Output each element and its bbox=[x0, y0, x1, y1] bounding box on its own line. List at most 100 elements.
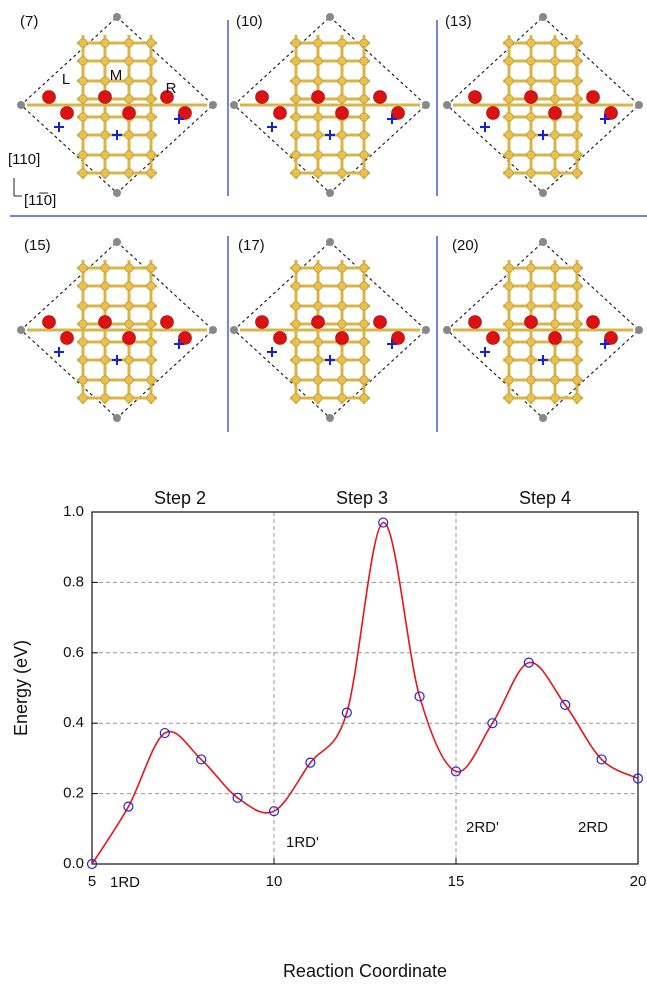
y-axis-label: Energy (eV) bbox=[11, 640, 31, 736]
atom bbox=[313, 281, 323, 291]
atom bbox=[337, 168, 347, 178]
panel-label: (10) bbox=[236, 13, 263, 30]
data-point bbox=[86, 858, 98, 870]
direction-label: [110] bbox=[8, 151, 40, 168]
data-point bbox=[450, 766, 462, 777]
atom bbox=[78, 150, 88, 160]
atom bbox=[539, 414, 547, 422]
atom bbox=[524, 315, 538, 329]
atom bbox=[504, 112, 514, 122]
atom bbox=[359, 393, 369, 403]
atom bbox=[391, 106, 405, 120]
atom bbox=[337, 38, 347, 48]
atom bbox=[572, 130, 582, 140]
atom bbox=[146, 76, 156, 86]
atom bbox=[313, 130, 323, 140]
atom bbox=[504, 375, 514, 385]
panel-label: (15) bbox=[24, 237, 51, 254]
atom bbox=[78, 76, 88, 86]
atom bbox=[124, 94, 134, 104]
atom bbox=[124, 319, 134, 329]
atom bbox=[337, 355, 347, 365]
atom bbox=[42, 90, 56, 104]
atom bbox=[291, 375, 301, 385]
atom bbox=[313, 56, 323, 66]
x-tick-label: 10 bbox=[266, 873, 283, 890]
atom bbox=[78, 38, 88, 48]
atom bbox=[443, 101, 451, 109]
atom bbox=[550, 393, 560, 403]
atom bbox=[291, 393, 301, 403]
atom bbox=[113, 13, 121, 21]
atom bbox=[550, 130, 560, 140]
atom bbox=[468, 315, 482, 329]
atom bbox=[311, 90, 325, 104]
atom bbox=[359, 168, 369, 178]
atom bbox=[359, 94, 369, 104]
atom bbox=[255, 90, 269, 104]
data-point bbox=[378, 517, 389, 528]
atom bbox=[78, 355, 88, 365]
atom bbox=[291, 337, 301, 347]
atom bbox=[504, 301, 514, 311]
data-point bbox=[268, 806, 280, 817]
atom bbox=[359, 375, 369, 385]
atom bbox=[100, 281, 110, 291]
atom bbox=[326, 189, 334, 197]
atom bbox=[313, 301, 323, 311]
atom bbox=[572, 319, 582, 329]
atom bbox=[113, 238, 121, 246]
atom bbox=[291, 38, 301, 48]
x-tick-label: 5 bbox=[88, 873, 96, 890]
y-tick-label: 0.8 bbox=[63, 573, 84, 590]
atom bbox=[359, 150, 369, 160]
atom bbox=[504, 76, 514, 86]
atom bbox=[526, 337, 536, 347]
atom bbox=[124, 56, 134, 66]
atom bbox=[550, 375, 560, 385]
atom bbox=[100, 38, 110, 48]
atom bbox=[98, 315, 112, 329]
atom bbox=[291, 281, 301, 291]
annotation: 2RD bbox=[578, 819, 608, 836]
atom bbox=[124, 281, 134, 291]
atom bbox=[291, 56, 301, 66]
x-tick-label: 15 bbox=[448, 873, 465, 890]
annotation: 1RD bbox=[110, 874, 140, 891]
atom bbox=[291, 263, 301, 273]
y-tick-label: 1.0 bbox=[63, 503, 84, 520]
atom bbox=[572, 337, 582, 347]
atom bbox=[17, 101, 25, 109]
atom bbox=[526, 38, 536, 48]
atom bbox=[100, 301, 110, 311]
data-point bbox=[159, 727, 170, 739]
atom bbox=[486, 331, 500, 345]
atom bbox=[124, 301, 134, 311]
step-label: Step 2 bbox=[154, 488, 206, 508]
atom bbox=[78, 56, 88, 66]
atom bbox=[526, 56, 536, 66]
energy-curve bbox=[91, 521, 639, 865]
atom bbox=[313, 393, 323, 403]
atom bbox=[550, 319, 560, 329]
data-point bbox=[596, 754, 607, 765]
atom bbox=[230, 326, 238, 334]
structure: (20) bbox=[443, 237, 643, 422]
atom bbox=[359, 355, 369, 365]
atom bbox=[337, 301, 347, 311]
atom bbox=[100, 337, 110, 347]
structure: (10) bbox=[230, 13, 430, 197]
structure: (13) bbox=[443, 13, 643, 197]
atom bbox=[359, 112, 369, 122]
atom bbox=[291, 168, 301, 178]
atom bbox=[100, 150, 110, 160]
x-axis-label: Reaction Coordinate bbox=[283, 961, 447, 981]
atom bbox=[209, 101, 217, 109]
data-point bbox=[560, 699, 571, 710]
atom bbox=[635, 101, 643, 109]
atom bbox=[504, 168, 514, 178]
atom bbox=[526, 168, 536, 178]
atom bbox=[124, 263, 134, 273]
atom bbox=[550, 168, 560, 178]
structure: (15) bbox=[17, 237, 217, 422]
